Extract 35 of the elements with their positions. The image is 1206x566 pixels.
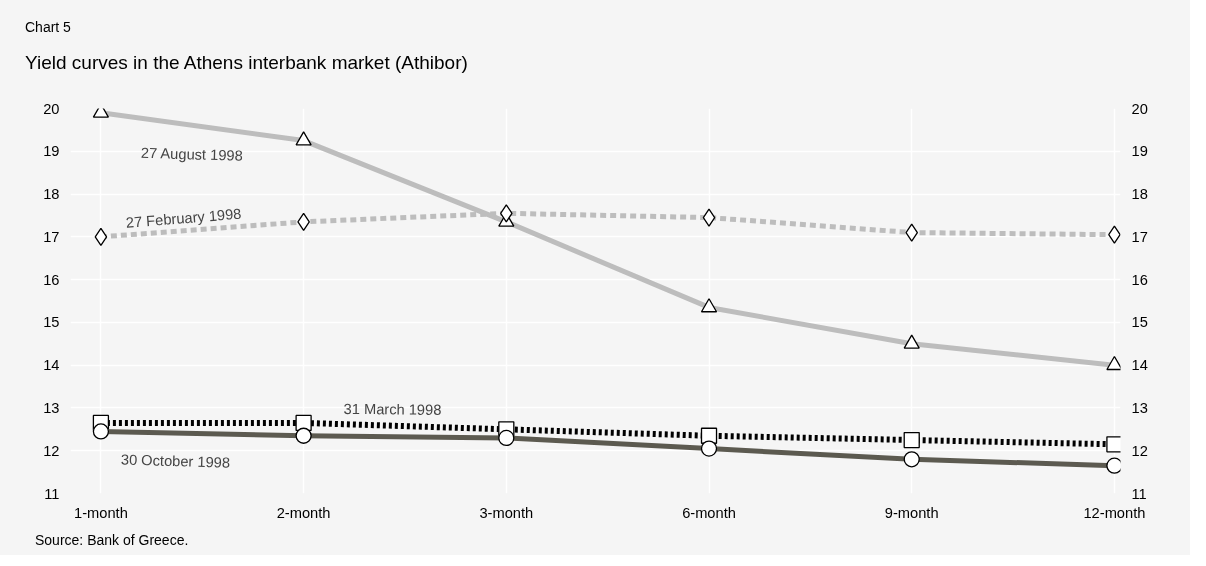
x-tick-label: 3-month: [479, 504, 534, 521]
y2-tick-label: 18: [1131, 186, 1148, 203]
x-tick-label: 9-month: [884, 504, 939, 521]
y2-tick-label: 12: [1131, 442, 1148, 459]
y-tick-label: 13: [43, 400, 60, 417]
chart-subtitle: Chart 5: [25, 18, 71, 37]
series-label: 30 October 1998: [120, 451, 231, 471]
series-label: 27 August 1998: [140, 144, 243, 164]
x-tick-label: 12-month: [1083, 504, 1146, 521]
point: [1106, 436, 1121, 453]
y-tick-label: 12: [43, 442, 60, 459]
x-tick-label: 2-month: [276, 504, 331, 521]
y-tick-label: 11: [44, 485, 60, 502]
x-tick-label: 6-month: [682, 504, 736, 521]
y2-tick-label: 20: [1131, 100, 1148, 117]
y-tick-label: 18: [43, 186, 60, 203]
y2-tick-label: 17: [1131, 228, 1148, 245]
chart-title: Yield curves in the Athens interbank market (Athibor): [25, 51, 468, 75]
source-note: Source: Bank of Greece.: [35, 531, 189, 551]
series-label: 27 February 1998: [125, 205, 242, 231]
series-label: 31 March 1998: [343, 401, 442, 419]
y2-tick-label: 13: [1131, 400, 1148, 417]
point: [903, 432, 920, 449]
y2-tick-label: 19: [1131, 143, 1148, 160]
y2-tick-label: 16: [1131, 271, 1148, 288]
y2-tick-label: 11: [1131, 485, 1147, 502]
y2-tick-label: 14: [1131, 357, 1148, 374]
y-tick-label: 17: [43, 228, 60, 245]
x-tick-label: 1-month: [74, 504, 128, 521]
y-tick-label: 15: [43, 314, 60, 331]
y-tick-label: 14: [43, 357, 60, 374]
y-tick-label: 20: [43, 100, 60, 117]
y-tick-label: 19: [43, 143, 60, 160]
y-tick-label: 16: [43, 271, 60, 288]
y2-tick-label: 15: [1131, 314, 1148, 331]
